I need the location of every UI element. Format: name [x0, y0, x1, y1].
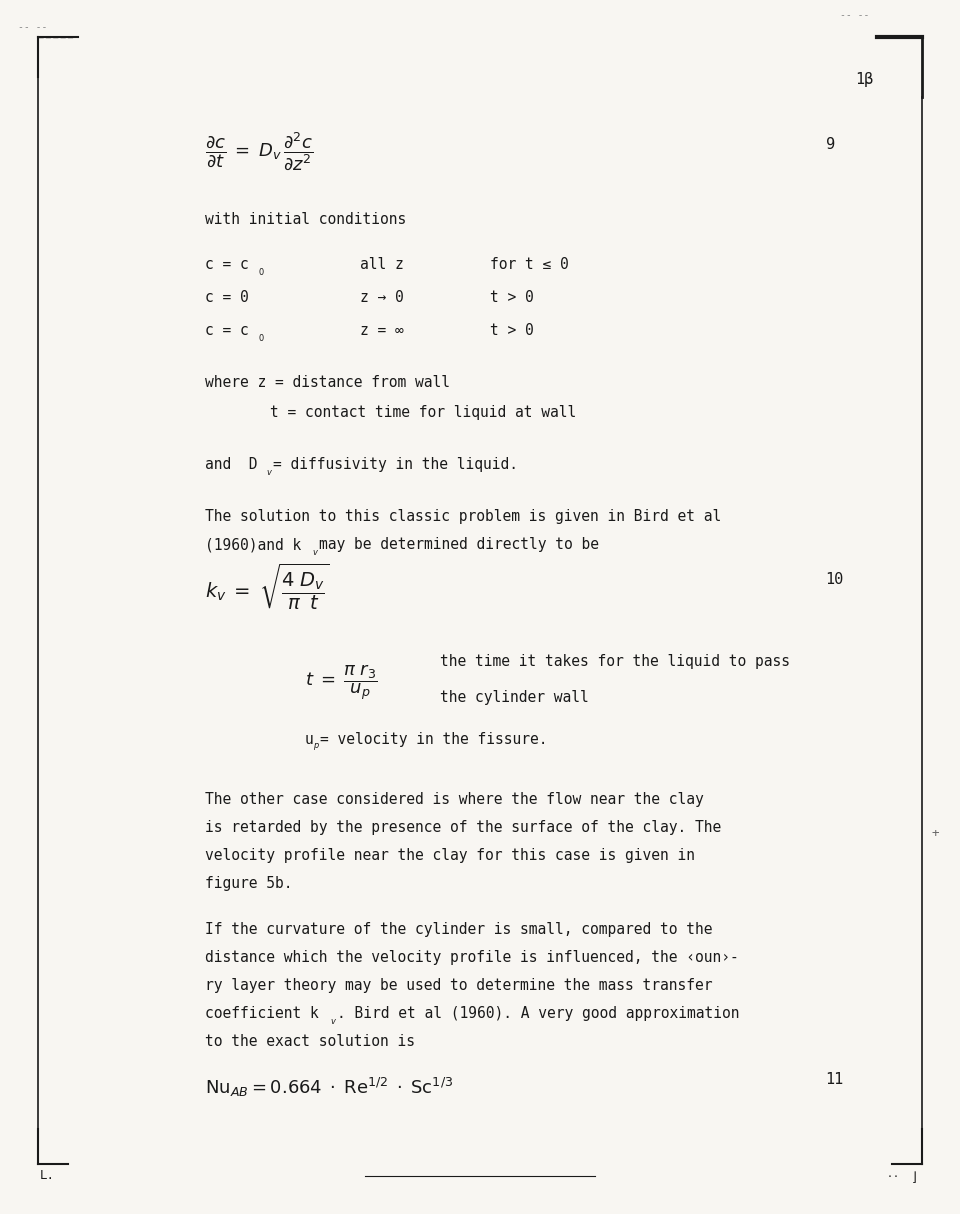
Text: t > 0: t > 0: [490, 290, 534, 305]
Text: $_v$: $_v$: [267, 465, 274, 478]
Text: the time it takes for the liquid to pass: the time it takes for the liquid to pass: [440, 654, 790, 669]
Text: ry layer theory may be used to determine the mass transfеr: ry layer theory may be used to determine…: [205, 978, 712, 993]
Text: = diffusivity in the liquid.: = diffusivity in the liquid.: [273, 456, 518, 472]
Text: with initial conditions: with initial conditions: [205, 212, 406, 227]
Text: u: u: [305, 732, 314, 747]
Text: all z: all z: [360, 257, 404, 272]
Text: $\dfrac{\partial c}{\partial t} \;=\; D_v \, \dfrac{\partial^2 c}{\partial z^2}$: $\dfrac{\partial c}{\partial t} \;=\; D_…: [205, 131, 313, 174]
Text: The other case considered is where the flow near the clay: The other case considered is where the f…: [205, 792, 704, 807]
Text: 9: 9: [826, 137, 835, 152]
Text: $\cdot\cdot\quad\rfloor$: $\cdot\cdot\quad\rfloor$: [887, 1169, 918, 1185]
Text: $_p$: $_p$: [313, 741, 320, 753]
Text: for t ≤ 0: for t ≤ 0: [490, 257, 568, 272]
Text: t > 0: t > 0: [490, 323, 534, 337]
Text: $\mathrm{Nu}_{AB} = 0.664 \;\cdot\; \mathrm{Re}^{1/2} \;\cdot\; \mathrm{Sc}^{1/3: $\mathrm{Nu}_{AB} = 0.664 \;\cdot\; \mat…: [205, 1076, 453, 1099]
Text: to the exact solution is: to the exact solution is: [205, 1034, 415, 1049]
Text: c = c: c = c: [205, 323, 249, 337]
Text: $_v$: $_v$: [330, 1014, 337, 1027]
Text: The solution to this classic problem is given in Bird et al: The solution to this classic problem is …: [205, 509, 721, 524]
Text: c = 0: c = 0: [205, 290, 249, 305]
Text: figure 5b.: figure 5b.: [205, 877, 293, 891]
Text: t = contact time for liquid at wall: t = contact time for liquid at wall: [270, 405, 576, 420]
Text: z → 0: z → 0: [360, 290, 404, 305]
Text: -- --: -- --: [840, 10, 870, 19]
Text: coefficient k: coefficient k: [205, 1006, 319, 1021]
Text: distance which the velocity profile is influenced, the ‹oun›‐: distance which the velocity profile is i…: [205, 951, 739, 965]
Text: $k_v \;=\; \sqrt{\dfrac{4 \; D_v}{\pi \;\; t}}$: $k_v \;=\; \sqrt{\dfrac{4 \; D_v}{\pi \;…: [205, 562, 330, 613]
Text: -- --: -- --: [18, 22, 47, 32]
Text: the cylinder wall: the cylinder wall: [440, 690, 588, 705]
Text: c = c: c = c: [205, 257, 249, 272]
Text: (1960)and k: (1960)and k: [205, 537, 301, 552]
Text: where z = distance from wall: where z = distance from wall: [205, 375, 450, 390]
Text: velocity profile near the clay for this case is given in: velocity profile near the clay for this …: [205, 849, 695, 863]
Text: z = ∞: z = ∞: [360, 323, 404, 337]
Text: L.: L.: [40, 1169, 55, 1182]
Text: $_0$: $_0$: [258, 331, 265, 344]
Text: 10: 10: [826, 572, 844, 588]
Text: $_v$: $_v$: [312, 545, 319, 558]
Text: is retarded by the presence of the surface of the clay. The: is retarded by the presence of the surfa…: [205, 819, 721, 835]
Text: = velocity in the fissure.: = velocity in the fissure.: [320, 732, 547, 747]
Text: may be determined directly to be: may be determined directly to be: [319, 537, 599, 552]
Text: and  D: and D: [205, 456, 257, 472]
Text: 11: 11: [826, 1072, 844, 1087]
Text: . Bird et al (1960). A very good approximation: . Bird et al (1960). A very good approxi…: [337, 1006, 739, 1021]
Text: 1β: 1β: [855, 72, 874, 87]
Text: If the curvature of the cylinder is small, compared to the: If the curvature of the cylinder is smal…: [205, 921, 712, 937]
Text: +: +: [932, 827, 940, 840]
Text: $t \;=\; \dfrac{\pi \; r_3}{u_p}$: $t \;=\; \dfrac{\pi \; r_3}{u_p}$: [305, 662, 377, 702]
Text: $_0$: $_0$: [258, 265, 265, 278]
